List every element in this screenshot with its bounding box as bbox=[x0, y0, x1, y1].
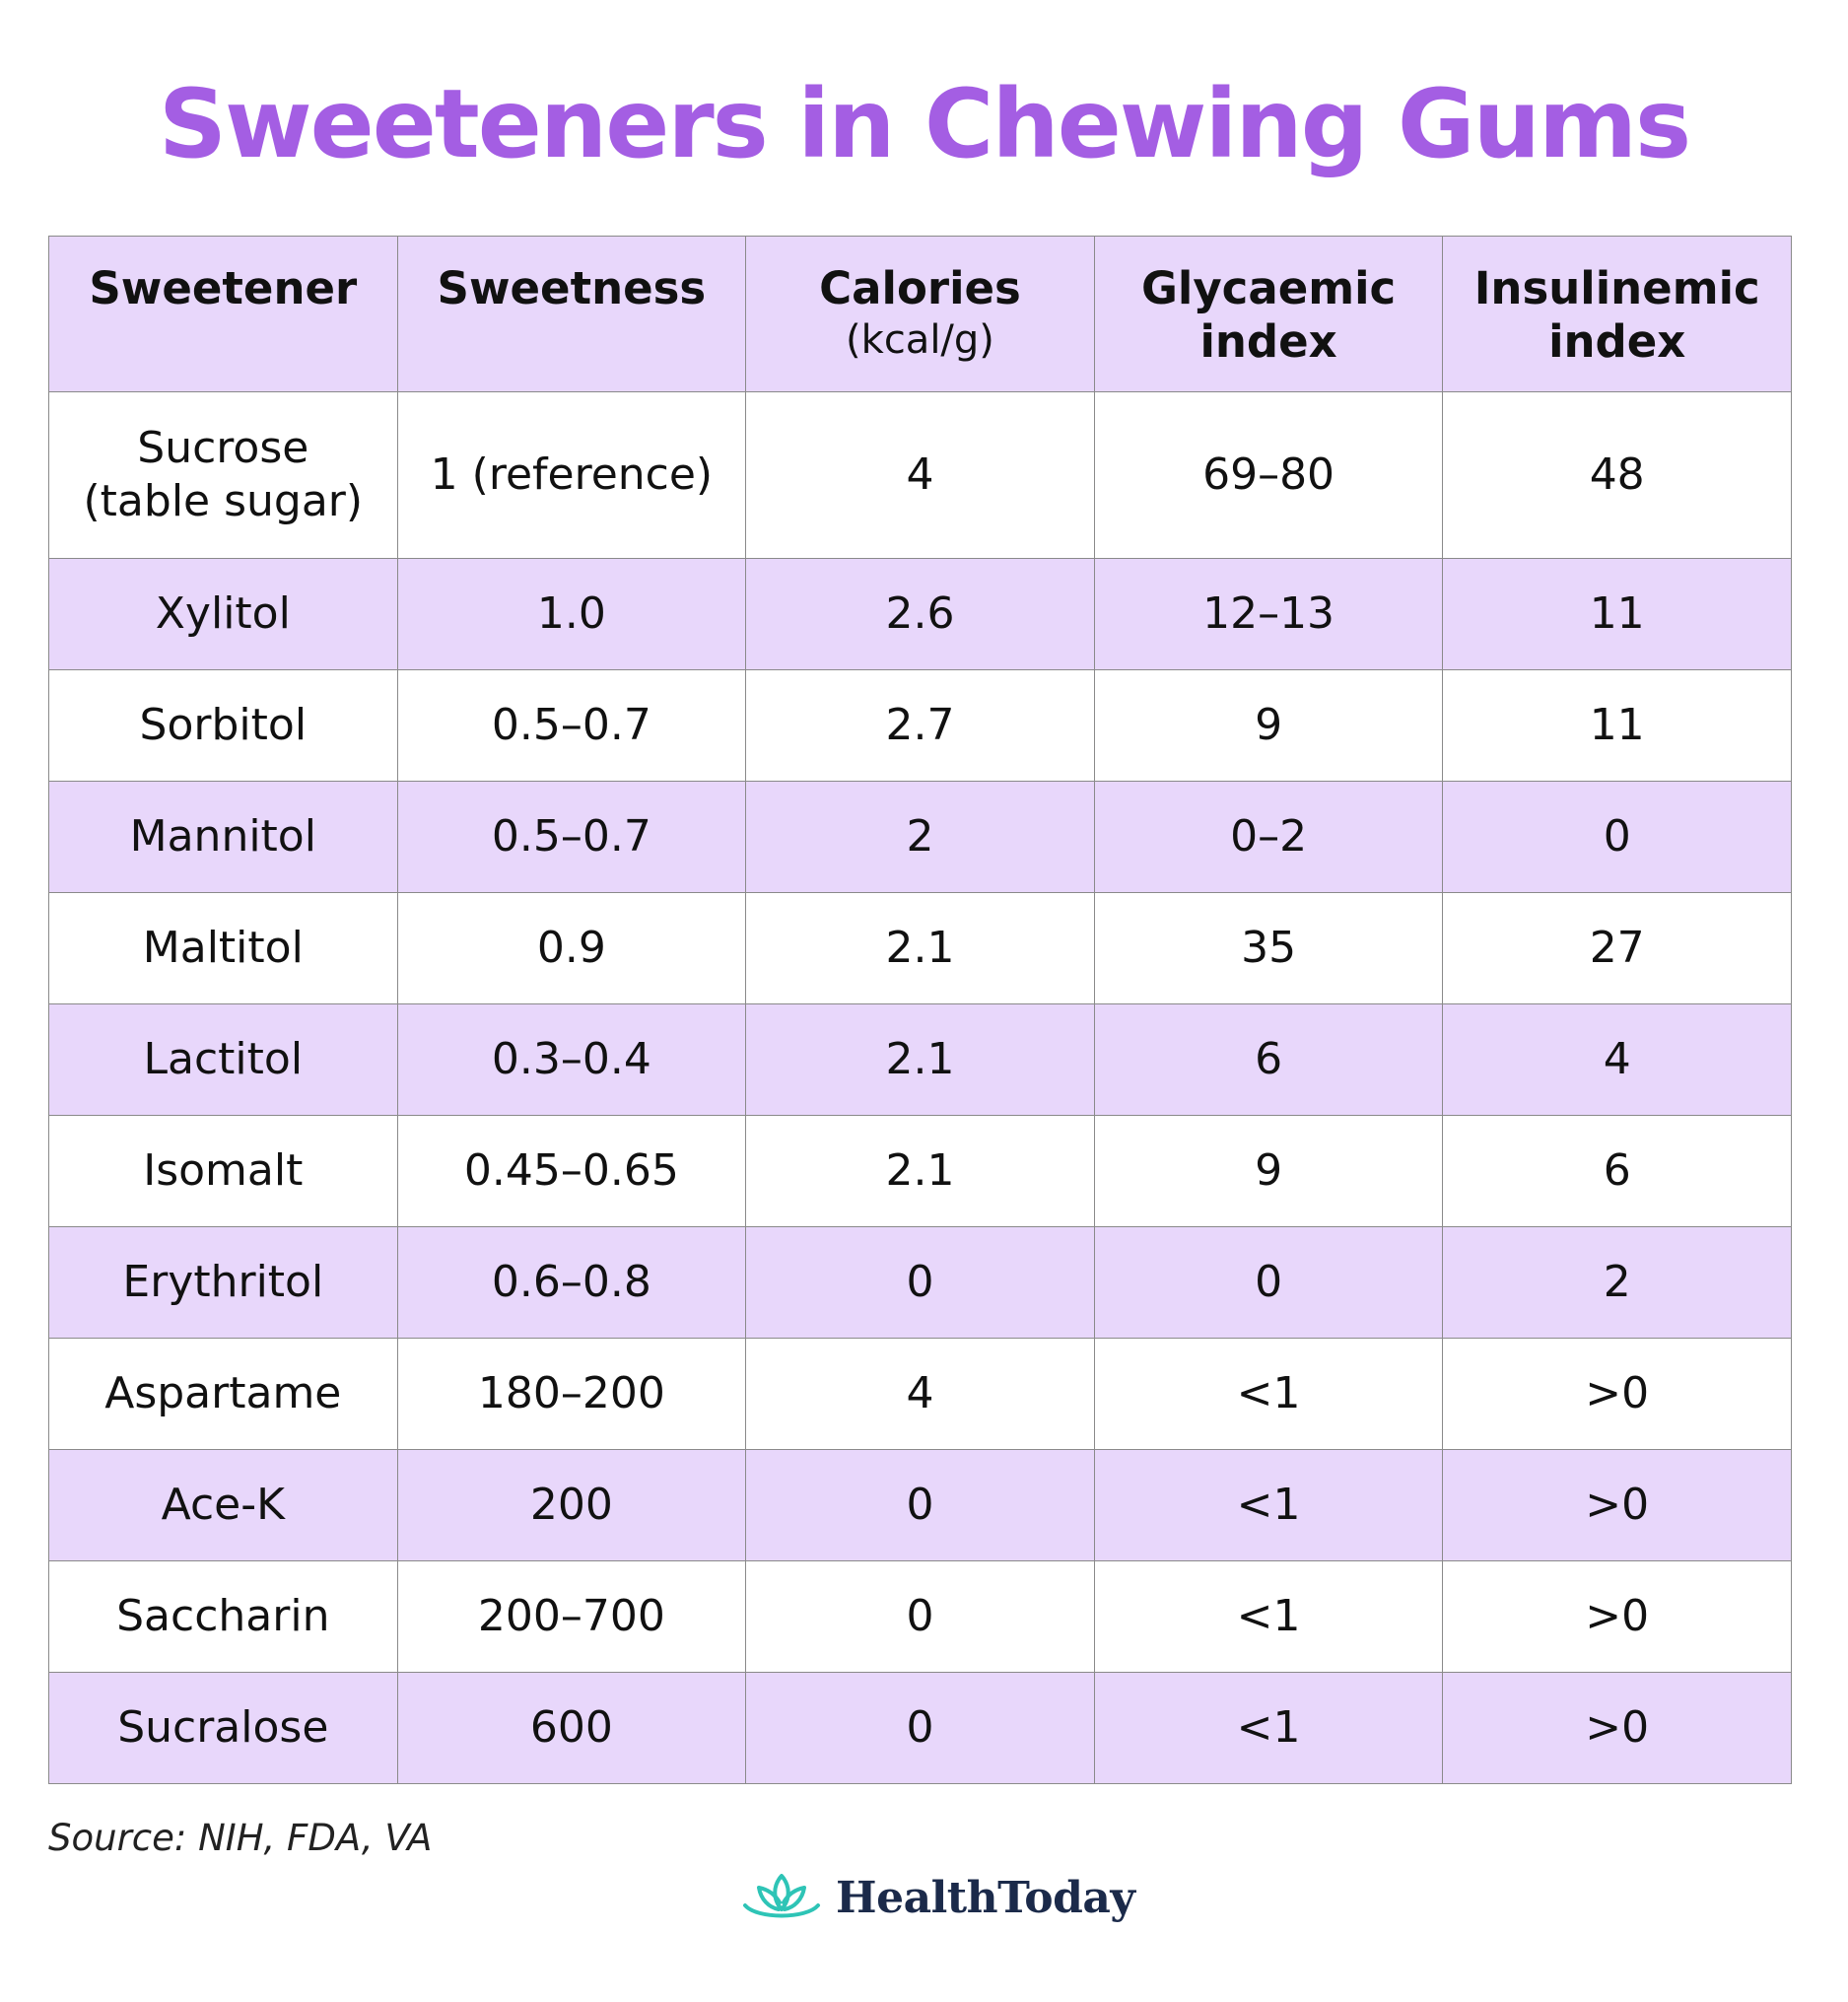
cell-insulinemic-index: 11 bbox=[1442, 669, 1792, 782]
brand-logo: HealthToday bbox=[739, 1868, 1135, 1927]
cell-sweetener: Maltitol bbox=[48, 892, 398, 1004]
table-row: Sucrose (table sugar) 1 (reference) 4 69–80 4… bbox=[48, 391, 1792, 559]
cell-sweetness: 1.0 bbox=[396, 558, 747, 670]
cell-glycaemic-index: 6 bbox=[1093, 1003, 1444, 1116]
cell-sweetness: 1 (reference) bbox=[396, 391, 747, 559]
cell-calories: 2.1 bbox=[745, 1115, 1095, 1227]
cell-glycaemic-index: 12–13 bbox=[1093, 558, 1444, 670]
cell-calories: 2.1 bbox=[745, 892, 1095, 1004]
table-row: Saccharin 200–700 0 <1 >0 bbox=[48, 1560, 1792, 1673]
header-calories: Calories (kcal/g) bbox=[745, 236, 1095, 392]
table-row: Maltitol 0.9 2.1 35 27 bbox=[48, 892, 1792, 1004]
table-row: Mannitol 0.5–0.7 2 0–2 0 bbox=[48, 781, 1792, 893]
cell-calories: 4 bbox=[745, 391, 1095, 559]
cell-glycaemic-index: 9 bbox=[1093, 1115, 1444, 1227]
cell-insulinemic-index: 6 bbox=[1442, 1115, 1792, 1227]
table-row: Sucralose 600 0 <1 >0 bbox=[48, 1672, 1792, 1784]
cell-sweetener: Mannitol bbox=[48, 781, 398, 893]
cell-sweetness: 0.9 bbox=[396, 892, 747, 1004]
cell-insulinemic-index: >0 bbox=[1442, 1672, 1792, 1784]
cell-sweetener: Aspartame bbox=[48, 1338, 398, 1450]
header-label: Insulinemic index bbox=[1473, 262, 1760, 368]
cell-insulinemic-index: 0 bbox=[1442, 781, 1792, 893]
cell-insulinemic-index: 27 bbox=[1442, 892, 1792, 1004]
cell-glycaemic-index: 69–80 bbox=[1093, 391, 1444, 559]
source-note: Source: NIH, FDA, VA bbox=[48, 1817, 433, 1859]
cell-insulinemic-index: >0 bbox=[1442, 1560, 1792, 1673]
cell-calories: 2 bbox=[745, 781, 1095, 893]
cell-calories: 2.6 bbox=[745, 558, 1095, 670]
header-label: Sweetener bbox=[89, 262, 358, 314]
cell-glycaemic-index: 9 bbox=[1093, 669, 1444, 782]
cell-calories: 2.7 bbox=[745, 669, 1095, 782]
table-row: Aspartame 180–200 4 <1 >0 bbox=[48, 1338, 1792, 1450]
header-unit: (kcal/g) bbox=[846, 317, 994, 363]
cell-insulinemic-index: 2 bbox=[1442, 1226, 1792, 1339]
table-row: Ace-K 200 0 <1 >0 bbox=[48, 1449, 1792, 1561]
cell-calories: 0 bbox=[745, 1560, 1095, 1673]
cell-glycaemic-index: <1 bbox=[1093, 1338, 1444, 1450]
cell-sweetener: Sucralose bbox=[48, 1672, 398, 1784]
cell-glycaemic-index: <1 bbox=[1093, 1672, 1444, 1784]
cell-sweetener: Saccharin bbox=[48, 1560, 398, 1673]
cell-glycaemic-index: <1 bbox=[1093, 1449, 1444, 1561]
cell-glycaemic-index: <1 bbox=[1093, 1560, 1444, 1673]
table-row: Erythritol 0.6–0.8 0 0 2 bbox=[48, 1226, 1792, 1339]
table-body: Sucrose (table sugar) 1 (reference) 4 69–80 4… bbox=[48, 391, 1792, 1784]
cell-calories: 0 bbox=[745, 1672, 1095, 1784]
header-label: Calories bbox=[819, 262, 1021, 314]
header-insulinemic-index: Insulinemic index bbox=[1442, 236, 1792, 392]
cell-sweetener: Ace-K bbox=[48, 1449, 398, 1561]
cell-calories: 0 bbox=[745, 1449, 1095, 1561]
cell-glycaemic-index: 0–2 bbox=[1093, 781, 1444, 893]
cell-sweetener: Xylitol bbox=[48, 558, 398, 670]
header-label: Sweetness bbox=[437, 262, 707, 314]
header-glycaemic-index: Glycaemic index bbox=[1093, 236, 1444, 392]
cell-sweetness: 0.3–0.4 bbox=[396, 1003, 747, 1116]
cell-sweetness: 600 bbox=[396, 1672, 747, 1784]
table-row: Xylitol 1.0 2.6 12–13 11 bbox=[48, 558, 1792, 670]
cell-sweetener: Lactitol bbox=[48, 1003, 398, 1116]
table-row: Sorbitol 0.5–0.7 2.7 9 11 bbox=[48, 669, 1792, 782]
cell-sweetness: 0.45–0.65 bbox=[396, 1115, 747, 1227]
logo-text: HealthToday bbox=[836, 1872, 1135, 1923]
cell-calories: 4 bbox=[745, 1338, 1095, 1450]
header-sweetness: Sweetness bbox=[396, 236, 747, 392]
sweeteners-table-container: Sweetener Sweetness Calories (kcal/g) Gl… bbox=[48, 236, 1792, 1784]
cell-sweetness: 0.5–0.7 bbox=[396, 781, 747, 893]
cell-insulinemic-index: 48 bbox=[1442, 391, 1792, 559]
header-label: Glycaemic index bbox=[1140, 262, 1397, 368]
table-header-row: Sweetener Sweetness Calories (kcal/g) Gl… bbox=[48, 236, 1792, 392]
cell-sweetener: Erythritol bbox=[48, 1226, 398, 1339]
cell-sweetness: 0.6–0.8 bbox=[396, 1226, 747, 1339]
cell-insulinemic-index: 4 bbox=[1442, 1003, 1792, 1116]
sweeteners-table: Sweetener Sweetness Calories (kcal/g) Gl… bbox=[48, 236, 1792, 1784]
table-row: Isomalt 0.45–0.65 2.1 9 6 bbox=[48, 1115, 1792, 1227]
cell-calories: 0 bbox=[745, 1226, 1095, 1339]
cell-insulinemic-index: >0 bbox=[1442, 1449, 1792, 1561]
cell-insulinemic-index: >0 bbox=[1442, 1338, 1792, 1450]
cell-sweetener: Sorbitol bbox=[48, 669, 398, 782]
cell-sweetness: 0.5–0.7 bbox=[396, 669, 747, 782]
table-row: Lactitol 0.3–0.4 2.1 6 4 bbox=[48, 1003, 1792, 1116]
cell-sweetness: 180–200 bbox=[396, 1338, 747, 1450]
cell-glycaemic-index: 0 bbox=[1093, 1226, 1444, 1339]
cell-sweetness: 200 bbox=[396, 1449, 747, 1561]
cell-insulinemic-index: 11 bbox=[1442, 558, 1792, 670]
cell-calories: 2.1 bbox=[745, 1003, 1095, 1116]
cell-sweetness: 200–700 bbox=[396, 1560, 747, 1673]
cell-glycaemic-index: 35 bbox=[1093, 892, 1444, 1004]
header-sweetener: Sweetener bbox=[48, 236, 398, 392]
page-title: Sweeteners in Chewing Gums bbox=[158, 69, 1691, 179]
cell-sweetener: Isomalt bbox=[48, 1115, 398, 1227]
lotus-icon bbox=[743, 1874, 820, 1918]
cell-sweetener: Sucrose (table sugar) bbox=[48, 391, 398, 559]
